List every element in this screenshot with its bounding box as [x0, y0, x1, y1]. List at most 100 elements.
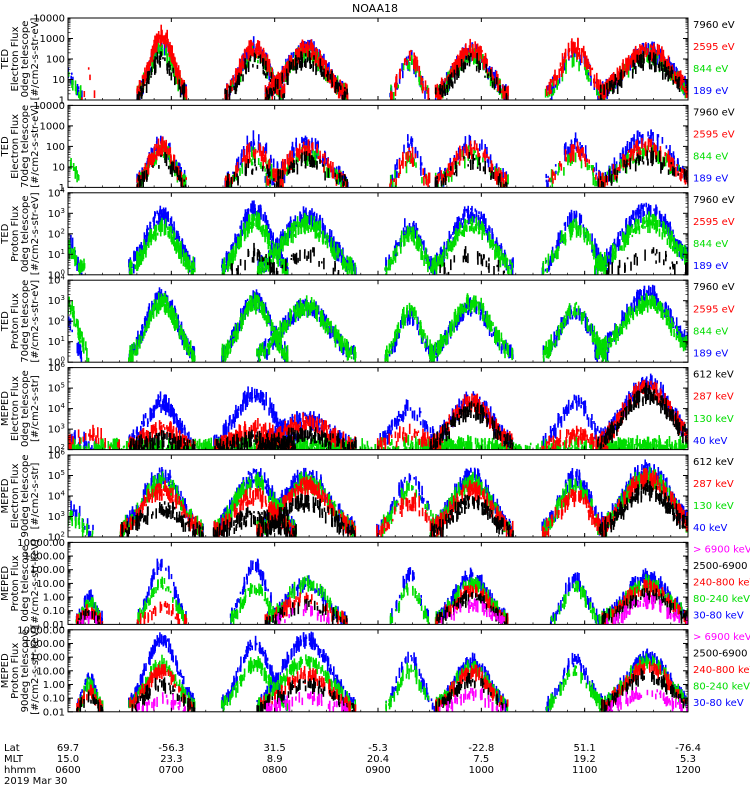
point [652, 150, 654, 161]
point [440, 180, 443, 187]
point [302, 141, 305, 145]
point [651, 132, 654, 136]
point [416, 228, 419, 231]
point [619, 78, 622, 87]
point [323, 161, 325, 173]
point [61, 85, 63, 94]
point [304, 135, 307, 140]
point [332, 169, 335, 179]
point [478, 60, 480, 73]
point [481, 139, 483, 150]
point [441, 79, 444, 86]
point [668, 74, 670, 78]
point [286, 61, 288, 71]
point [635, 50, 638, 63]
point [470, 159, 472, 170]
point [400, 160, 403, 166]
point [145, 66, 148, 74]
point [427, 90, 429, 94]
point [65, 75, 67, 81]
point [502, 86, 504, 94]
point [653, 142, 655, 149]
point [642, 46, 645, 52]
point [139, 80, 141, 85]
point [569, 153, 572, 163]
point [493, 71, 496, 81]
point [241, 163, 243, 172]
point [689, 85, 691, 97]
point [173, 154, 175, 161]
point [233, 85, 235, 91]
point [686, 79, 688, 91]
point [312, 149, 314, 157]
point [169, 142, 171, 150]
point [333, 75, 336, 84]
point [155, 41, 158, 53]
point [406, 60, 408, 66]
point [398, 173, 400, 179]
point [344, 175, 347, 182]
point [582, 147, 584, 158]
point [310, 39, 312, 51]
point [314, 138, 317, 149]
point [269, 71, 271, 77]
point [224, 88, 226, 95]
point [167, 40, 169, 44]
point [304, 43, 306, 47]
point [72, 163, 75, 166]
point [446, 75, 449, 82]
point [323, 53, 325, 65]
point [456, 73, 458, 80]
point [185, 88, 188, 100]
point [178, 72, 180, 76]
point [246, 209, 249, 220]
point [81, 97, 83, 100]
point [484, 56, 486, 66]
point [647, 131, 649, 137]
point [456, 223, 459, 228]
point [553, 88, 556, 93]
point [499, 173, 501, 182]
point [574, 152, 577, 163]
point [294, 65, 296, 71]
point [653, 44, 655, 49]
point [309, 159, 311, 165]
point [662, 68, 664, 80]
point [648, 150, 651, 153]
point [326, 160, 329, 167]
point [242, 216, 245, 222]
point [676, 74, 678, 79]
point [420, 162, 423, 166]
point [238, 68, 240, 76]
point [252, 36, 255, 48]
point [638, 131, 641, 137]
point [293, 163, 295, 169]
point [579, 142, 581, 146]
point [173, 169, 175, 173]
point [161, 48, 164, 56]
point [264, 53, 267, 66]
point [496, 77, 498, 85]
point [271, 74, 273, 84]
point [632, 59, 635, 64]
point [650, 138, 653, 150]
point [459, 149, 462, 161]
point [321, 156, 324, 167]
point [331, 70, 333, 83]
point [169, 158, 171, 161]
point [630, 137, 633, 149]
point [691, 84, 693, 93]
point [576, 138, 578, 143]
point [174, 67, 176, 70]
point [346, 88, 348, 95]
point [402, 227, 405, 235]
point [311, 43, 314, 50]
point [166, 149, 168, 159]
point [310, 64, 313, 69]
point [463, 156, 465, 159]
point [280, 248, 283, 259]
point [558, 73, 561, 84]
point [608, 79, 611, 83]
point [266, 71, 269, 76]
point [679, 70, 682, 80]
